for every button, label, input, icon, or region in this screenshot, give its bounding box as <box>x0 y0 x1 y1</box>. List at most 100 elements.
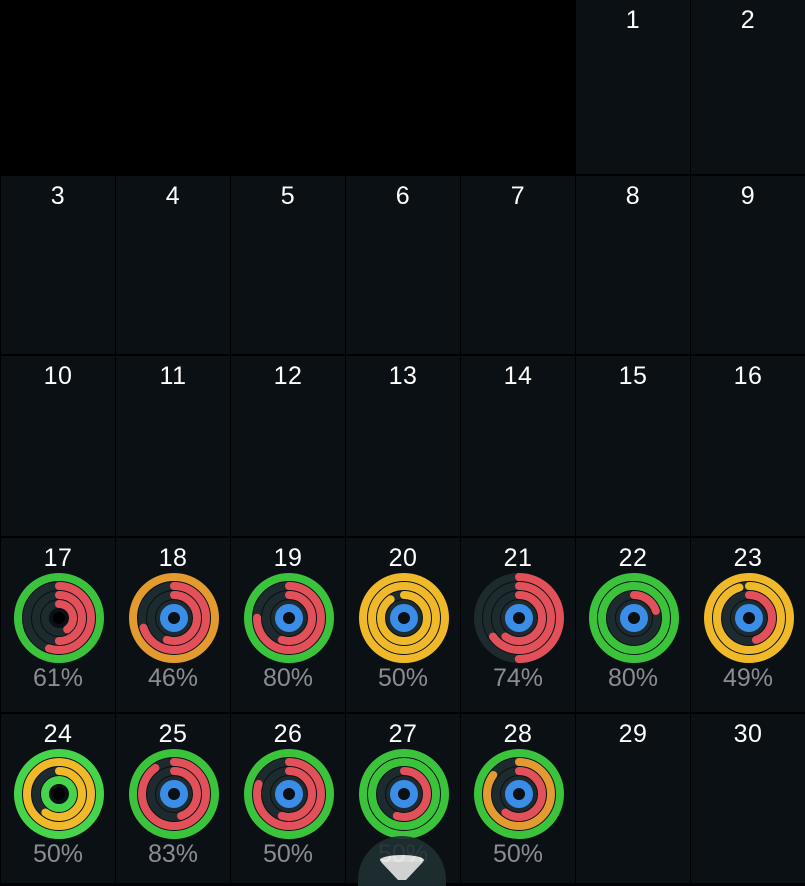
day-cell[interactable]: 15 <box>575 356 690 536</box>
ring-progress <box>147 767 201 821</box>
day-number: 24 <box>43 720 73 748</box>
day-number: 7 <box>510 182 526 210</box>
day-number: 20 <box>388 544 418 572</box>
goal-percent: 50% <box>32 840 84 868</box>
day-cell[interactable]: 2 <box>690 0 805 174</box>
day-number: 14 <box>503 362 533 390</box>
day-cell[interactable]: 25 83% <box>115 714 230 883</box>
ring-progress <box>129 749 219 839</box>
day-cell[interactable]: 29 <box>575 714 690 883</box>
ring-center <box>275 780 303 808</box>
empty-cell <box>115 0 230 174</box>
goal-percent: 80% <box>262 664 314 692</box>
day-number: 1 <box>625 6 641 34</box>
ring-progress <box>713 582 785 654</box>
day-number: 16 <box>733 362 763 390</box>
day-number: 23 <box>733 544 763 572</box>
day-number: 27 <box>388 720 418 748</box>
day-cell[interactable]: 6 <box>345 176 460 354</box>
ring-center <box>620 604 648 632</box>
goal-percent: 74% <box>492 664 544 692</box>
ring-center <box>53 788 65 800</box>
goal-percent: 80% <box>607 664 659 692</box>
day-cell[interactable]: 14 <box>460 356 575 536</box>
ring-center <box>390 604 418 632</box>
day-number: 15 <box>618 362 648 390</box>
ring-progress <box>474 749 564 839</box>
day-cell[interactable]: 22 80% <box>575 538 690 712</box>
day-cell[interactable]: 30 <box>690 714 805 883</box>
ring-progress <box>359 573 449 663</box>
activity-rings <box>129 573 219 663</box>
ring-progress <box>129 573 219 663</box>
empty-cell <box>345 0 460 174</box>
day-number: 19 <box>273 544 303 572</box>
ring-center <box>275 604 303 632</box>
activity-rings <box>129 749 219 839</box>
empty-cell <box>230 0 345 174</box>
goal-percent: 49% <box>722 664 774 692</box>
day-cell[interactable]: 11 <box>115 356 230 536</box>
ring-center <box>505 780 533 808</box>
day-cell[interactable]: 26 50% <box>230 714 345 883</box>
day-number: 26 <box>273 720 303 748</box>
ring-progress <box>607 591 661 645</box>
ring-progress <box>253 758 325 830</box>
day-cell[interactable]: 16 <box>690 356 805 536</box>
day-cell[interactable]: 7 <box>460 176 575 354</box>
ring-progress <box>41 776 77 812</box>
day-number: 12 <box>273 362 303 390</box>
day-cell[interactable]: 4 <box>115 176 230 354</box>
ring-progress <box>244 573 334 663</box>
day-number: 17 <box>43 544 73 572</box>
ring-progress <box>474 573 564 663</box>
day-number: 22 <box>618 544 648 572</box>
day-cell[interactable]: 9 <box>690 176 805 354</box>
activity-rings <box>474 749 564 839</box>
empty-cell <box>460 0 575 174</box>
ring-progress <box>23 758 95 830</box>
day-number: 6 <box>395 182 411 210</box>
day-cell[interactable]: 2750% <box>345 714 460 883</box>
ring-progress <box>253 582 325 654</box>
ring-progress <box>722 591 776 645</box>
day-cell[interactable]: 19 80% <box>230 538 345 712</box>
day-cell[interactable]: 28 50% <box>460 714 575 883</box>
day-cell[interactable]: 3 <box>0 176 115 354</box>
activity-rings <box>589 573 679 663</box>
day-cell[interactable]: 23 49% <box>690 538 805 712</box>
empty-cell <box>0 0 115 174</box>
day-cell[interactable]: 5 <box>230 176 345 354</box>
funnel-icon <box>380 855 424 880</box>
day-cell[interactable]: 20 50% <box>345 538 460 712</box>
day-cell[interactable]: 10 <box>0 356 115 536</box>
day-cell[interactable]: 13 <box>345 356 460 536</box>
day-number: 25 <box>158 720 188 748</box>
activity-rings <box>704 573 794 663</box>
day-cell[interactable]: 1 <box>575 0 690 174</box>
day-number: 9 <box>740 182 756 210</box>
ring-progress <box>14 749 104 839</box>
day-number: 3 <box>50 182 66 210</box>
ring-progress <box>23 582 95 654</box>
day-cell[interactable]: 24 50% <box>0 714 115 883</box>
ring-progress <box>483 758 555 830</box>
goal-percent: 83% <box>147 840 199 868</box>
ring-progress <box>492 591 546 645</box>
goal-percent: 50% <box>262 840 314 868</box>
day-number: 13 <box>388 362 418 390</box>
ring-progress <box>147 591 201 645</box>
day-cell[interactable]: 12 <box>230 356 345 536</box>
goal-percent: 61% <box>32 664 84 692</box>
ring-progress <box>377 591 431 645</box>
day-cell[interactable]: 8 <box>575 176 690 354</box>
ring-progress <box>262 591 316 645</box>
day-cell[interactable]: 17 61% <box>0 538 115 712</box>
ring-progress <box>377 767 431 821</box>
day-cell[interactable]: 18 46% <box>115 538 230 712</box>
day-cell[interactable]: 21 74% <box>460 538 575 712</box>
activity-rings <box>359 573 449 663</box>
ring-center <box>160 780 188 808</box>
goal-percent: 46% <box>147 664 199 692</box>
day-number: 5 <box>280 182 296 210</box>
